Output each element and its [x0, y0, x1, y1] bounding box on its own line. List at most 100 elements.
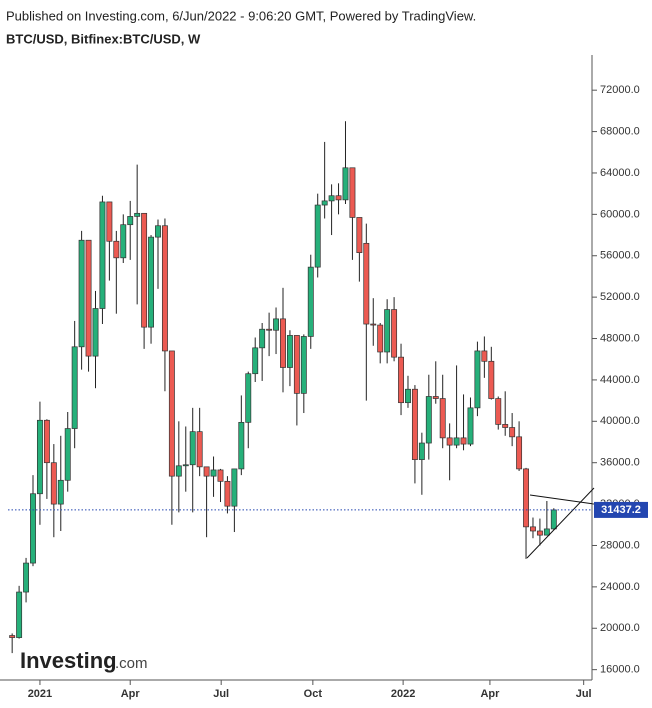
candle-body [460, 437, 467, 445]
candle-body [161, 225, 168, 352]
candle-body [432, 396, 439, 399]
candle-body [543, 528, 550, 536]
candle-body [189, 431, 196, 466]
candle-body [370, 323, 377, 326]
candle-body [363, 242, 370, 325]
candle-body [231, 468, 238, 507]
candle-body [238, 421, 245, 470]
candle-body [349, 167, 356, 218]
y-tick-label: 24000.0 [600, 581, 640, 593]
candle-body [411, 388, 418, 460]
candle-body [356, 217, 363, 253]
candles [9, 121, 557, 654]
candle-body [439, 398, 446, 439]
candle-body [280, 318, 286, 368]
symbol-title: BTC/USD, Bitfinex:BTC/USD, W [6, 31, 201, 46]
candle-body [495, 398, 502, 425]
y-tick-label: 68000.0 [600, 125, 640, 137]
x-tick-label: Apr [121, 688, 141, 700]
candle-body [481, 350, 488, 362]
candle-body [71, 346, 78, 429]
candle-body [141, 212, 148, 328]
candle-body [453, 437, 460, 446]
candle-body [536, 530, 543, 536]
candle-body [36, 419, 43, 495]
candle-body [266, 328, 273, 331]
candle-body [550, 509, 557, 530]
candle-body [467, 407, 474, 445]
logo-suffix: .com [115, 655, 148, 672]
y-tick-label: 56000.0 [600, 250, 640, 262]
candle-body [474, 350, 481, 409]
y-tick-label: 16000.0 [600, 664, 640, 676]
candle-body [43, 419, 50, 464]
candle-body [210, 469, 217, 477]
candle-body [127, 216, 134, 226]
candle-body [328, 195, 335, 202]
logo-name: Investing [20, 648, 117, 673]
y-tick-label: 20000.0 [600, 622, 640, 634]
candle-body [175, 465, 182, 477]
candle-body [342, 167, 349, 201]
candle-body [314, 204, 321, 268]
x-tick-label: 2022 [391, 688, 415, 700]
candle-body [120, 224, 127, 259]
candle-body [30, 493, 36, 564]
candle-body [321, 200, 328, 206]
x-tick-label: Jul [576, 688, 592, 700]
published-note: Published on Investing.com, 6/Jun/2022 -… [6, 8, 476, 23]
candle-body [293, 335, 300, 394]
candle-body [57, 479, 64, 505]
candle-body [273, 318, 279, 331]
candle-body [509, 427, 516, 438]
candle-body [217, 469, 224, 482]
y-tick-label: 52000.0 [600, 291, 640, 303]
y-tick-label: 44000.0 [600, 374, 640, 386]
candle-body [196, 431, 203, 468]
candle-body [377, 324, 384, 353]
candle-body [182, 464, 189, 467]
candle-body [418, 442, 425, 460]
x-tick-label: Apr [480, 688, 500, 700]
candle-body [335, 195, 342, 201]
candle-body [391, 309, 398, 358]
y-tick-label: 36000.0 [600, 457, 640, 469]
last-price-box [594, 501, 648, 518]
candle-body [106, 201, 113, 242]
last-price-label: 31437.2 [601, 504, 641, 516]
candle-body [530, 526, 536, 532]
candle-body [92, 308, 99, 357]
x-tick-label: Jul [213, 688, 229, 700]
candle-body [516, 436, 523, 470]
candle-body [9, 635, 16, 638]
candle-body [23, 562, 30, 593]
candle-body [134, 212, 141, 217]
y-tick-label: 60000.0 [600, 208, 640, 220]
y-tick-label: 72000.0 [600, 84, 640, 96]
candle-body [252, 347, 259, 375]
candle-body [523, 468, 529, 528]
candle-body [78, 239, 85, 348]
candle-body [446, 437, 453, 446]
y-tick-label: 64000.0 [600, 167, 640, 179]
candle-body [259, 328, 266, 349]
candle-body [300, 336, 307, 394]
candle-body [488, 360, 495, 399]
triangle-lower-line [526, 487, 595, 559]
candle-body [425, 396, 432, 444]
candle-body [405, 388, 411, 404]
candle-body [85, 239, 92, 357]
candle-body [307, 266, 314, 337]
candle-body [398, 356, 404, 404]
candle-body [286, 335, 293, 368]
candle-body [148, 236, 154, 328]
candle-body [203, 466, 210, 477]
candle-body [16, 591, 23, 638]
x-tick-label: Oct [304, 688, 323, 700]
candle-body [99, 201, 106, 309]
candle-body [155, 225, 161, 238]
candle-body [64, 428, 71, 481]
candle-body [50, 462, 57, 505]
